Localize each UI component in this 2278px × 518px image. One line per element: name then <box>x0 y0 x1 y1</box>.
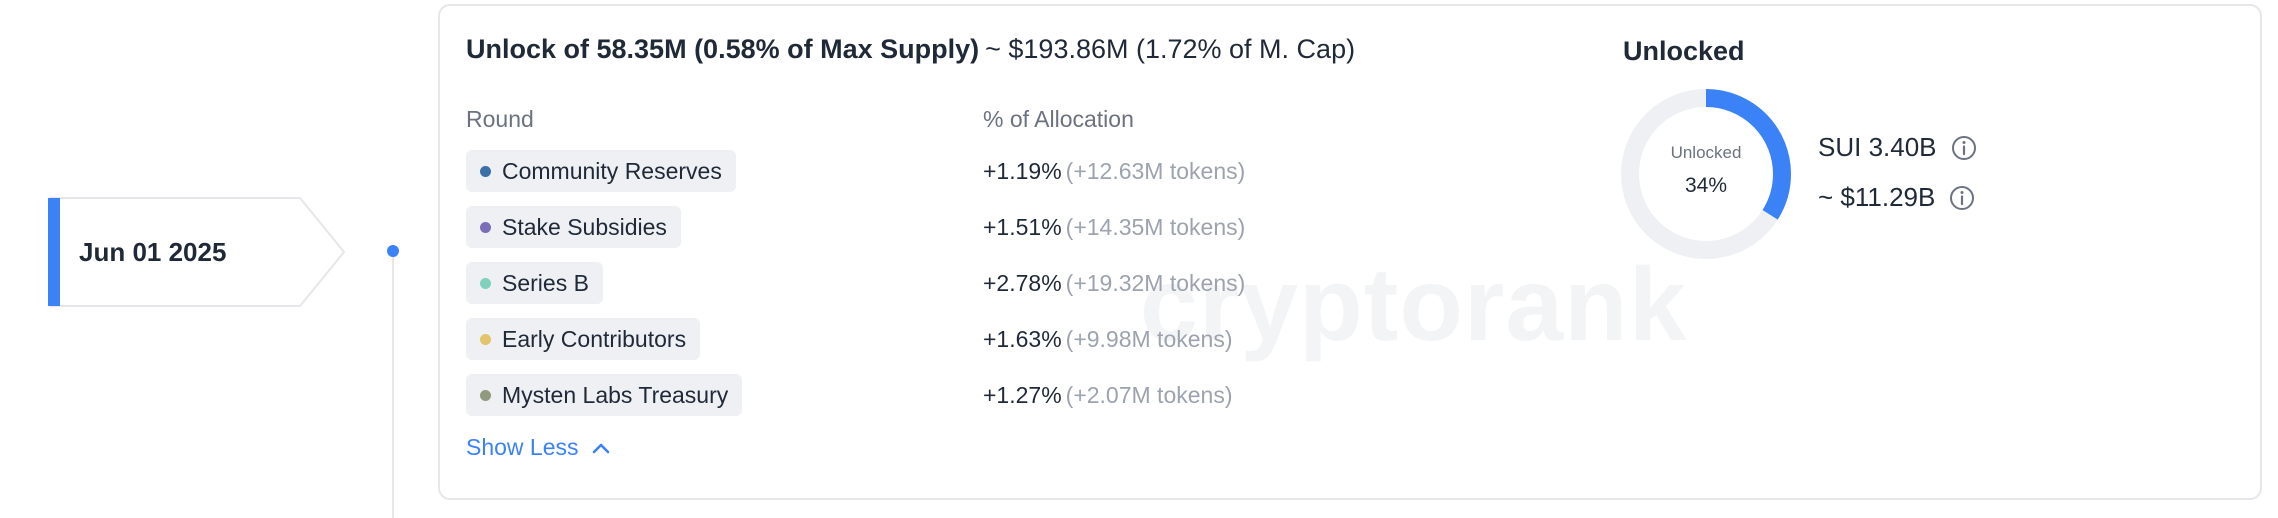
rounds-list: Community Reserves +1.19% (+12.63M tokens… <box>466 146 1366 426</box>
round-pill: Community Reserves <box>466 150 736 192</box>
round-row: Mysten Labs Treasury +1.27% (+2.07M token… <box>466 370 1366 426</box>
unlock-date: Jun 01 2025 <box>79 237 227 267</box>
allocation-tokens: (+19.32M tokens) <box>1065 270 1246 296</box>
allocation-tokens: (+14.35M tokens) <box>1065 214 1246 240</box>
timeline-line <box>392 250 394 518</box>
allocation-percent: +2.78% <box>983 270 1062 296</box>
round-color-dot <box>480 390 491 401</box>
unlocked-value-row: ~ $11.29B <box>1818 182 1975 213</box>
show-less-label: Show Less <box>466 434 579 460</box>
round-name: Stake Subsidies <box>502 214 667 240</box>
round-color-dot <box>480 334 491 345</box>
show-less-button[interactable]: Show Less <box>466 434 611 461</box>
round-pill: Stake Subsidies <box>466 206 681 248</box>
round-row: Stake Subsidies +1.51% (+14.35M tokens) <box>466 202 1366 258</box>
donut-chart <box>1621 89 1791 259</box>
round-name: Series B <box>502 270 589 296</box>
chevron-up-icon <box>592 443 609 453</box>
unlocked-amount-row: SUI 3.40B <box>1818 132 1977 163</box>
allocation-tokens: (+9.98M tokens) <box>1065 326 1233 352</box>
timeline-dot <box>387 245 399 257</box>
round-pill: Early Contributors <box>466 318 701 360</box>
allocation-percent: +1.27% <box>983 382 1062 408</box>
unlock-card: cryptorank Unlock of 58.35M (0.58% of Ma… <box>438 4 2262 500</box>
unlocked-title: Unlocked <box>1623 36 1745 66</box>
unlocked-amount: SUI 3.40B <box>1818 132 1937 162</box>
allocation-percent: +1.19% <box>983 158 1062 184</box>
round-name: Community Reserves <box>502 158 722 184</box>
round-color-dot <box>480 166 491 177</box>
allocation-percent: +1.63% <box>983 326 1062 352</box>
round-allocation: +1.27% (+2.07M tokens) <box>983 374 1233 416</box>
donut-percent: 34% <box>1684 174 1728 197</box>
round-allocation: +1.19% (+12.63M tokens) <box>983 150 1245 192</box>
unlock-value: ~ $193.86M (1.72% of M. Cap) <box>985 34 1356 64</box>
allocation-percent: +1.51% <box>983 214 1062 240</box>
allocation-tokens: (+2.07M tokens) <box>1065 382 1233 408</box>
column-header-round: Round <box>466 106 534 132</box>
info-icon[interactable] <box>1949 185 1975 211</box>
info-icon[interactable] <box>1951 135 1977 161</box>
round-name: Early Contributors <box>502 326 687 352</box>
round-color-dot <box>480 278 491 289</box>
round-row: Series B +2.78% (+19.32M tokens) <box>466 258 1366 314</box>
date-tag: Jun 01 2025 <box>48 196 348 308</box>
donut-progress <box>1621 89 1791 259</box>
round-color-dot <box>480 222 491 233</box>
donut-label: Unlocked <box>1670 143 1742 162</box>
round-allocation: +2.78% (+19.32M tokens) <box>983 262 1245 304</box>
round-allocation: +1.63% (+9.98M tokens) <box>983 318 1233 360</box>
round-row: Community Reserves +1.19% (+12.63M tokens… <box>466 146 1366 202</box>
round-row: Early Contributors +1.63% (+9.98M tokens) <box>466 314 1366 370</box>
round-allocation: +1.51% (+14.35M tokens) <box>983 206 1245 248</box>
unlocked-value: ~ $11.29B <box>1818 182 1936 212</box>
unlock-amount: Unlock of 58.35M (0.58% of Max Supply) <box>466 34 980 64</box>
round-pill: Series B <box>466 262 603 304</box>
date-tag-shape <box>48 197 346 307</box>
round-pill: Mysten Labs Treasury <box>466 374 743 416</box>
unlock-heading: Unlock of 58.35M (0.58% of Max Supply) ~ … <box>466 34 1355 65</box>
column-header-allocation: % of Allocation <box>983 106 1134 132</box>
unlocked-donut: Unlocked 34% <box>1620 88 1792 260</box>
round-name: Mysten Labs Treasury <box>502 382 729 408</box>
allocation-tokens: (+12.63M tokens) <box>1065 158 1246 184</box>
